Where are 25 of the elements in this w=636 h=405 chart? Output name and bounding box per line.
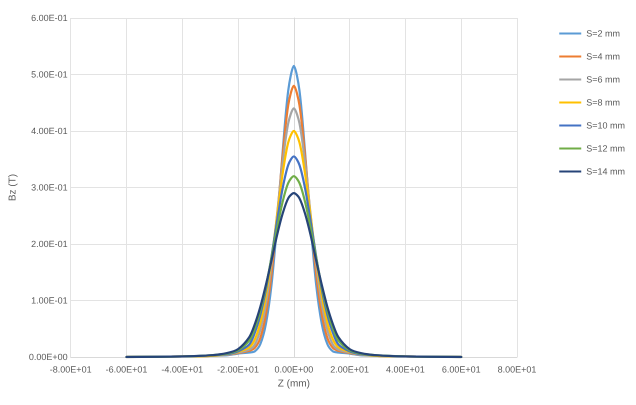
- x-tick-label: 0.00E+00: [274, 364, 314, 374]
- legend-label: S=6 mm: [586, 74, 620, 84]
- x-tick-label: 8.00E+01: [498, 364, 536, 374]
- legend-label: S=2 mm: [586, 28, 620, 38]
- y-tick-label: 2.00E-01: [31, 239, 68, 249]
- y-tick-label: 4.00E-01: [31, 126, 68, 136]
- x-tick-label: -6.00E+01: [106, 364, 148, 374]
- y-tick-label: 0.00E+00: [28, 352, 68, 362]
- x-tick-label: -4.00E+01: [161, 364, 204, 374]
- y-tick-label: 5.00E-01: [31, 70, 68, 80]
- y-tick-label: 3.00E-01: [31, 182, 68, 192]
- y-axis-title: Bz (T): [8, 174, 18, 202]
- x-tick-label: 2.00E+01: [330, 364, 370, 374]
- legend-label: S=12 mm: [586, 144, 625, 154]
- x-tick-label: -8.00E+01: [50, 364, 92, 374]
- legend-label: S=10 mm: [586, 120, 625, 130]
- legend-label: S=8 mm: [586, 98, 620, 108]
- x-axis-title: Z (mm): [278, 378, 310, 390]
- legend-label: S=4 mm: [586, 52, 620, 62]
- x-tick-label: 4.00E+01: [386, 364, 425, 374]
- y-tick-label: 6.00E-01: [31, 13, 68, 23]
- legend-label: S=14 mm: [586, 166, 625, 176]
- x-tick-label: -2.00E+01: [217, 364, 259, 374]
- x-tick-label: 6.00E+01: [442, 364, 481, 374]
- y-tick-label: 1.00E-01: [31, 296, 68, 306]
